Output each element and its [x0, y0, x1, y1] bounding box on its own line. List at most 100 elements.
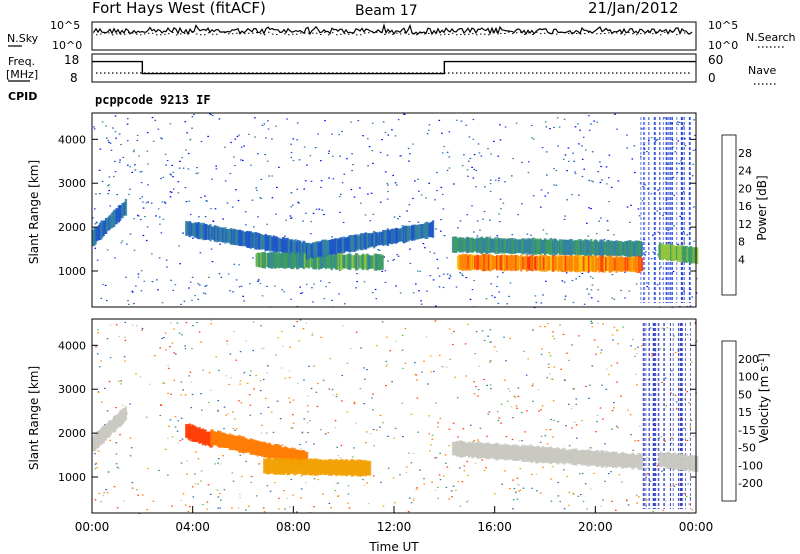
echo-speckle — [536, 490, 538, 492]
echo-speckle — [645, 251, 647, 253]
echo-speckle — [146, 226, 149, 228]
echo-speckle — [198, 216, 200, 218]
echo-speckle — [439, 417, 442, 420]
echo-speckle — [418, 190, 420, 192]
echo-speckle — [311, 287, 313, 289]
echo-speckle — [550, 478, 552, 480]
echo-speckle — [574, 421, 576, 423]
echo-speckle — [372, 213, 375, 215]
echo-speckle — [201, 444, 203, 446]
echo-speckle — [599, 161, 601, 163]
echo-speckle — [100, 501, 102, 503]
echo-speckle — [532, 195, 535, 197]
echo-speckle — [322, 379, 325, 381]
echo-speckle — [580, 494, 582, 496]
echo-speckle — [341, 400, 343, 402]
echo-speckle — [691, 361, 693, 363]
echo-speckle — [389, 350, 391, 352]
echo-cell — [335, 238, 339, 254]
echo-speckle — [284, 377, 287, 379]
echo-speckle — [688, 402, 690, 404]
echo-speckle — [682, 191, 685, 193]
echo-speckle — [509, 337, 511, 339]
echo-speckle — [346, 362, 349, 364]
echo-speckle — [393, 437, 395, 439]
echo-speckle — [572, 492, 575, 495]
echo-speckle — [106, 137, 108, 139]
echo-speckle — [116, 507, 119, 509]
echo-speckle — [616, 425, 618, 427]
echo-speckle — [641, 128, 643, 130]
echo-speckle — [184, 504, 187, 506]
echo-speckle — [563, 378, 566, 381]
echo-speckle — [215, 168, 218, 170]
echo-cell — [366, 253, 369, 271]
echo-speckle — [489, 341, 491, 343]
echo-speckle — [359, 388, 362, 390]
echo-speckle — [208, 276, 210, 278]
echo-speckle — [220, 276, 223, 278]
echo-speckle — [652, 234, 654, 236]
echo-speckle — [535, 473, 538, 475]
echo-speckle — [514, 396, 517, 398]
echo-speckle — [477, 439, 479, 441]
echo-speckle — [227, 273, 230, 275]
echo-speckle — [515, 491, 517, 493]
echo-speckle — [305, 212, 307, 214]
echo-speckle — [204, 293, 207, 295]
echo-speckle — [347, 493, 350, 495]
colorbar-tick-label: -15 — [738, 424, 756, 437]
echo-speckle — [185, 201, 188, 203]
echo-speckle — [428, 129, 430, 131]
colorbar-tick-label: -100 — [738, 459, 763, 472]
echo-speckle — [359, 187, 361, 189]
echo-speckle — [303, 379, 305, 381]
echo-speckle — [498, 417, 501, 419]
colorbar-frame — [721, 340, 737, 502]
y-tick-label: 1000 — [58, 265, 86, 278]
echo-speckle — [614, 113, 616, 115]
echo-speckle — [591, 151, 594, 153]
echo-speckle — [128, 193, 130, 195]
echo-speckle — [616, 128, 618, 130]
echo-speckle — [423, 478, 425, 480]
echo-speckle — [544, 195, 547, 197]
echo-speckle — [634, 440, 637, 442]
echo-speckle — [485, 467, 487, 469]
echo-speckle — [170, 279, 172, 281]
echo-speckle — [550, 500, 553, 502]
echo-speckle — [199, 284, 201, 286]
echo-speckle — [145, 239, 148, 242]
echo-speckle — [496, 411, 499, 413]
echo-speckle — [288, 377, 291, 379]
echo-speckle — [539, 325, 542, 328]
echo-speckle — [281, 289, 283, 291]
echo-speckle — [548, 352, 551, 354]
echo-cell — [103, 425, 107, 441]
echo-speckle — [126, 243, 128, 245]
echo-speckle — [576, 437, 578, 439]
echo-speckle — [222, 218, 224, 220]
echo-speckle — [499, 124, 501, 126]
echo-speckle — [471, 205, 473, 207]
echo-speckle — [177, 420, 180, 422]
echo-speckle — [436, 171, 438, 174]
echo-speckle — [410, 413, 413, 415]
echo-speckle — [611, 334, 614, 336]
echo-speckle — [613, 407, 615, 409]
echo-speckle — [210, 114, 212, 116]
echo-speckle — [496, 235, 499, 237]
echo-speckle — [229, 172, 232, 175]
echo-speckle — [169, 123, 172, 125]
echo-speckle — [512, 479, 514, 481]
echo-speckle — [674, 151, 677, 153]
echo-speckle — [417, 431, 419, 433]
echo-speckle — [261, 424, 263, 426]
echo-speckle — [151, 281, 154, 283]
echo-speckle — [446, 466, 449, 468]
echo-speckle — [165, 164, 167, 166]
echo-speckle — [683, 493, 686, 495]
echo-speckle — [517, 214, 519, 216]
echo-speckle — [234, 429, 236, 431]
echo-speckle — [518, 490, 520, 492]
